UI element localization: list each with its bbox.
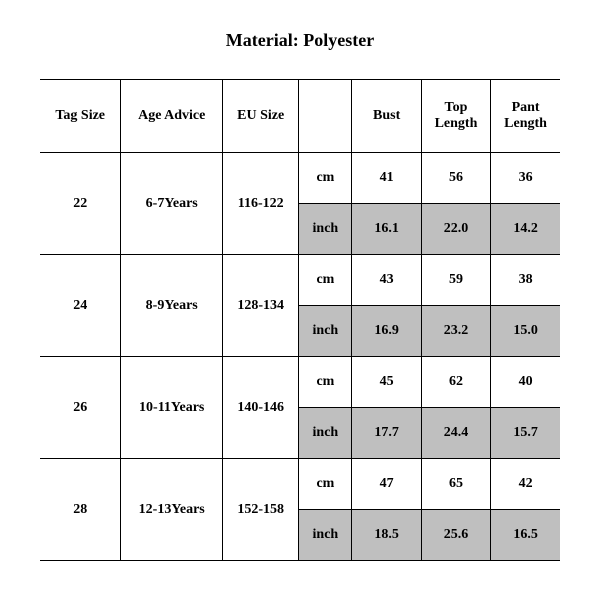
size-table-body: 22 6-7Years 116-122 cm 41 56 36 inch 16.… <box>40 153 560 561</box>
cell-top-length: 56 <box>421 153 490 204</box>
cell-tag-size: 24 <box>40 255 121 357</box>
cell-pant-length: 15.7 <box>491 408 560 459</box>
page-title: Material: Polyester <box>40 30 560 51</box>
cell-top-length: 22.0 <box>421 204 490 255</box>
size-table: Tag Size Age Advice EU Size Bust Top Len… <box>40 79 560 561</box>
col-pant-length: Pant Length <box>491 80 560 153</box>
cell-pant-length: 36 <box>491 153 560 204</box>
cell-unit-cm: cm <box>299 357 352 408</box>
cell-age-advice: 6-7Years <box>121 153 223 255</box>
col-top-length: Top Length <box>421 80 490 153</box>
cell-tag-size: 26 <box>40 357 121 459</box>
cell-bust: 16.1 <box>352 204 421 255</box>
cell-unit-inch: inch <box>299 408 352 459</box>
cell-unit-inch: inch <box>299 510 352 561</box>
cell-unit-inch: inch <box>299 204 352 255</box>
cell-pant-length: 42 <box>491 459 560 510</box>
cell-top-length: 24.4 <box>421 408 490 459</box>
cell-bust: 47 <box>352 459 421 510</box>
col-unit <box>299 80 352 153</box>
col-age-advice: Age Advice <box>121 80 223 153</box>
cell-pant-length: 15.0 <box>491 306 560 357</box>
col-eu-size: EU Size <box>223 80 299 153</box>
cell-age-advice: 12-13Years <box>121 459 223 561</box>
page: Material: Polyester Tag Size Age Advice … <box>0 0 600 600</box>
cell-bust: 43 <box>352 255 421 306</box>
cell-eu-size: 116-122 <box>223 153 299 255</box>
cell-top-length: 23.2 <box>421 306 490 357</box>
cell-age-advice: 10-11Years <box>121 357 223 459</box>
cell-unit-inch: inch <box>299 306 352 357</box>
cell-unit-cm: cm <box>299 153 352 204</box>
cell-unit-cm: cm <box>299 459 352 510</box>
table-row: 22 6-7Years 116-122 cm 41 56 36 <box>40 153 560 204</box>
cell-pant-length: 40 <box>491 357 560 408</box>
col-bust: Bust <box>352 80 421 153</box>
cell-tag-size: 22 <box>40 153 121 255</box>
cell-bust: 45 <box>352 357 421 408</box>
cell-unit-cm: cm <box>299 255 352 306</box>
table-header-row: Tag Size Age Advice EU Size Bust Top Len… <box>40 80 560 153</box>
cell-pant-length: 38 <box>491 255 560 306</box>
table-row: 26 10-11Years 140-146 cm 45 62 40 <box>40 357 560 408</box>
cell-bust: 16.9 <box>352 306 421 357</box>
cell-pant-length: 14.2 <box>491 204 560 255</box>
cell-eu-size: 152-158 <box>223 459 299 561</box>
table-row: 28 12-13Years 152-158 cm 47 65 42 <box>40 459 560 510</box>
cell-top-length: 65 <box>421 459 490 510</box>
cell-top-length: 59 <box>421 255 490 306</box>
cell-pant-length: 16.5 <box>491 510 560 561</box>
cell-bust: 41 <box>352 153 421 204</box>
table-row: 24 8-9Years 128-134 cm 43 59 38 <box>40 255 560 306</box>
cell-bust: 18.5 <box>352 510 421 561</box>
cell-eu-size: 128-134 <box>223 255 299 357</box>
col-tag-size: Tag Size <box>40 80 121 153</box>
cell-bust: 17.7 <box>352 408 421 459</box>
cell-top-length: 62 <box>421 357 490 408</box>
cell-age-advice: 8-9Years <box>121 255 223 357</box>
cell-tag-size: 28 <box>40 459 121 561</box>
cell-top-length: 25.6 <box>421 510 490 561</box>
cell-eu-size: 140-146 <box>223 357 299 459</box>
